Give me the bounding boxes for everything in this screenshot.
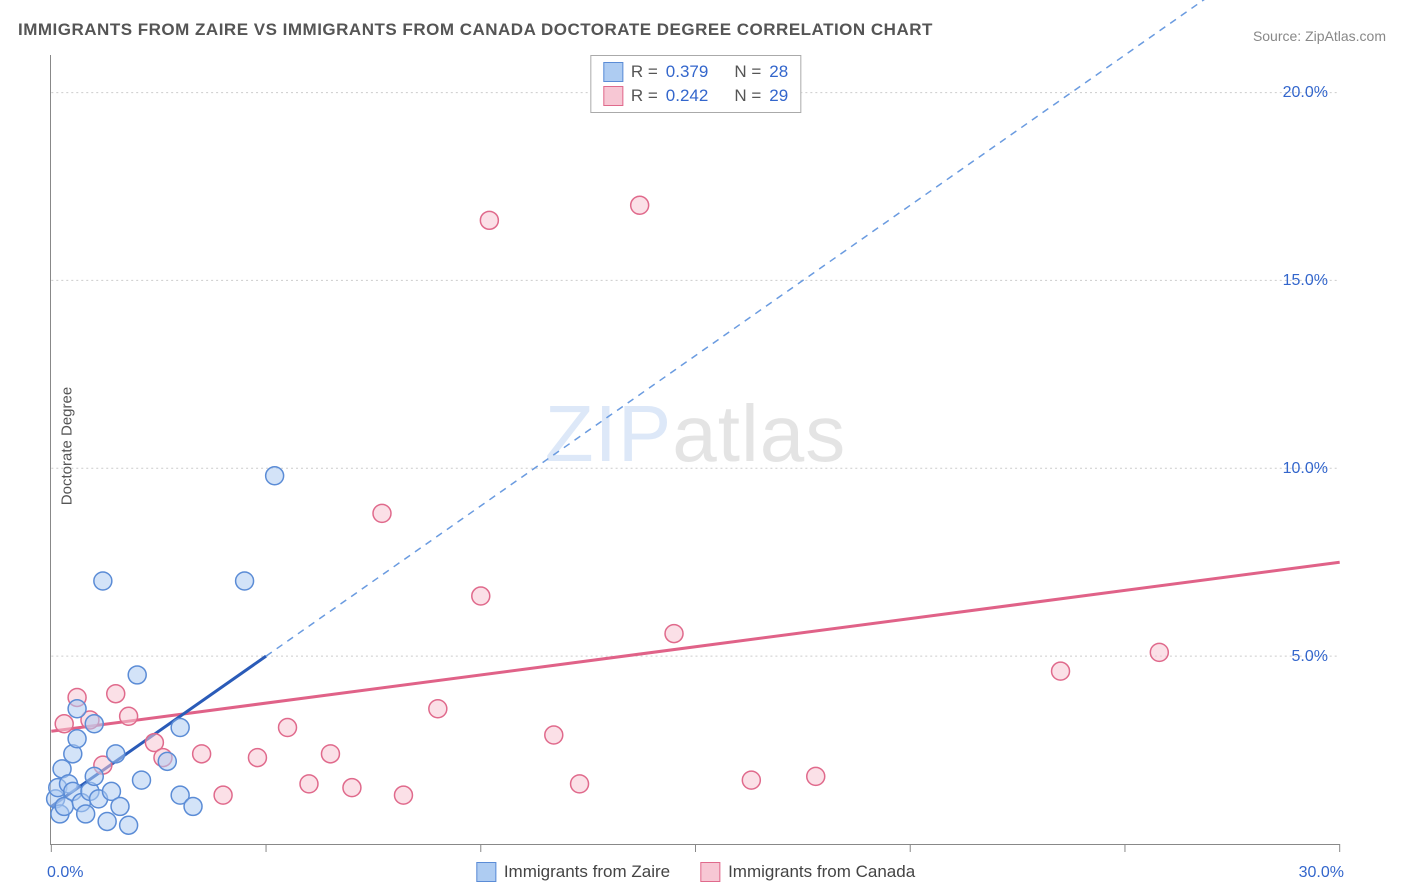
x-tick-label-right: 30.0% — [1299, 864, 1344, 882]
legend-stats-row-zaire: R = 0.379 N = 28 — [603, 60, 788, 84]
swatch-canada — [700, 862, 720, 882]
x-tick-label-left: 0.0% — [47, 864, 83, 882]
source-label: Source: ZipAtlas.com — [1253, 28, 1386, 44]
legend-item-zaire: Immigrants from Zaire — [476, 862, 670, 882]
chart-area: ZIPatlas R = 0.379 N = 28 R = 0.242 N = … — [50, 55, 1340, 845]
legend-stats: R = 0.379 N = 28 R = 0.242 N = 29 — [590, 55, 801, 113]
legend-label: Immigrants from Zaire — [504, 862, 670, 882]
r-label: R = — [631, 86, 658, 106]
n-value: 28 — [769, 62, 788, 82]
legend-series: Immigrants from Zaire Immigrants from Ca… — [476, 862, 915, 882]
n-label: N = — [734, 62, 761, 82]
legend-label: Immigrants from Canada — [728, 862, 915, 882]
swatch-canada — [603, 86, 623, 106]
y-tick-label: 20.0% — [1283, 84, 1328, 102]
y-tick-label: 5.0% — [1292, 648, 1328, 666]
y-tick-label: 15.0% — [1283, 272, 1328, 290]
r-label: R = — [631, 62, 658, 82]
n-label: N = — [734, 86, 761, 106]
r-value: 0.242 — [666, 86, 709, 106]
n-value: 29 — [769, 86, 788, 106]
plot-svg — [51, 55, 1340, 844]
swatch-zaire — [603, 62, 623, 82]
legend-stats-row-canada: R = 0.242 N = 29 — [603, 84, 788, 108]
swatch-zaire — [476, 862, 496, 882]
r-value: 0.379 — [666, 62, 709, 82]
chart-title: IMMIGRANTS FROM ZAIRE VS IMMIGRANTS FROM… — [18, 20, 933, 40]
y-tick-label: 10.0% — [1283, 460, 1328, 478]
legend-item-canada: Immigrants from Canada — [700, 862, 915, 882]
